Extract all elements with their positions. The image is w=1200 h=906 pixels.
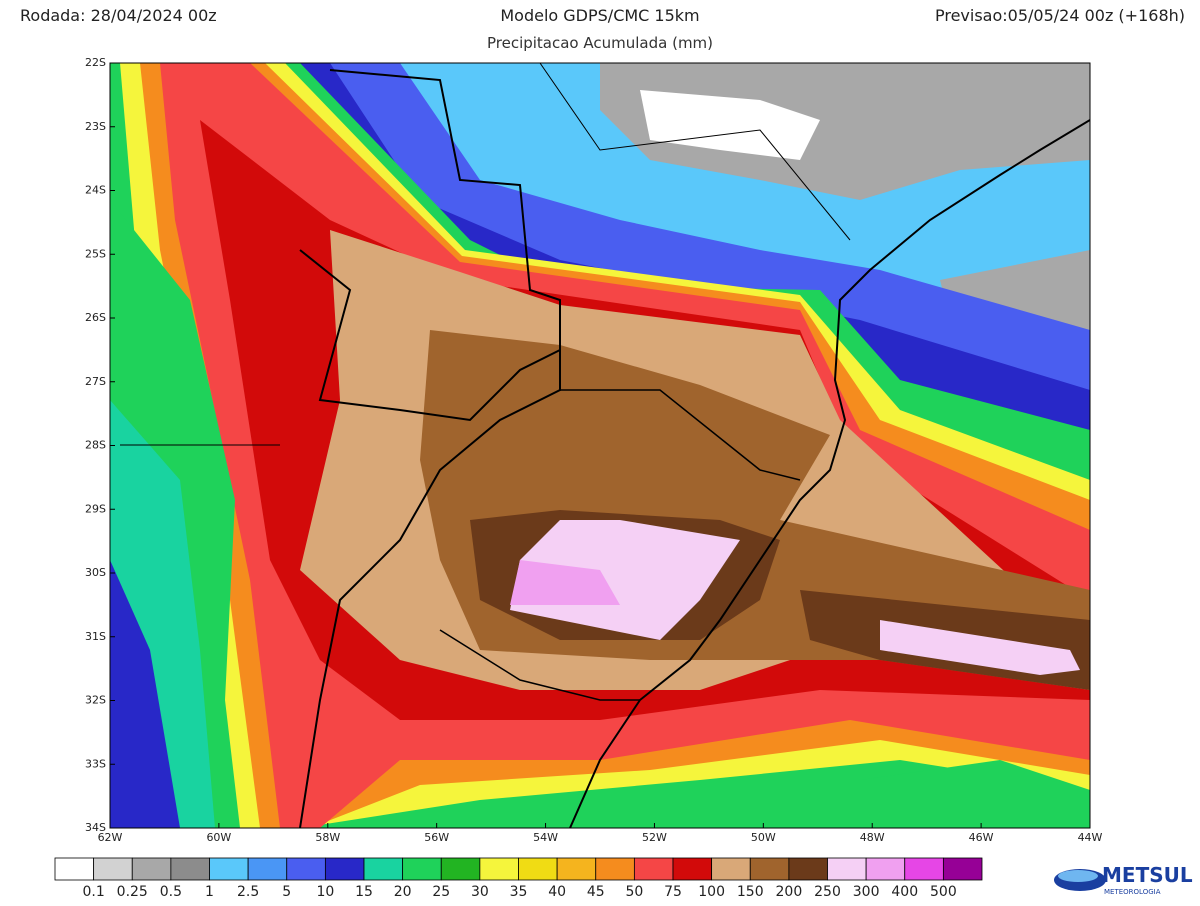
colorbar-swatch [595, 857, 635, 881]
colorbar-label: 30 [471, 884, 489, 900]
colorbar-swatch [711, 857, 751, 881]
lon-label: 44W [1078, 831, 1103, 844]
colorbar-swatch [942, 857, 983, 881]
lat-label: 28S [85, 439, 106, 452]
colorbar-swatch [633, 857, 674, 881]
colorbar-label: 500 [930, 884, 957, 900]
logo-name: METSUL [1102, 863, 1193, 887]
colorbar-swatch [363, 857, 404, 881]
lon-label: 50W [751, 831, 776, 844]
colorbar-label: 45 [587, 884, 605, 900]
lat-label: 22S [85, 56, 106, 69]
model-label: Modelo GDPS/CMC 15km [500, 6, 699, 25]
colorbar-label: 0.25 [117, 884, 148, 900]
lon-label: 46W [969, 831, 994, 844]
lon-label: 52W [642, 831, 667, 844]
colorbar-swatch [209, 857, 249, 881]
lon-label: 48W [860, 831, 885, 844]
lon-label: 60W [206, 831, 231, 844]
colorbar-label: 200 [776, 884, 803, 900]
colorbar-label: 75 [664, 884, 682, 900]
colorbar-label: 300 [853, 884, 880, 900]
forecast-label: Previsao:05/05/24 00z (+168h) [935, 6, 1185, 25]
lat-label: 30S [85, 566, 106, 579]
colorbar-swatch [54, 857, 95, 881]
colorbar-swatch [749, 857, 790, 881]
colorbar-label: 2.5 [237, 884, 259, 900]
lat-label: 27S [85, 375, 106, 388]
colorbar-label: 25 [432, 884, 450, 900]
precipitation-map [110, 63, 1090, 828]
lat-label: 32S [85, 694, 106, 707]
colorbar-swatch [865, 857, 906, 881]
lon-label: 56W [424, 831, 449, 844]
colorbar-label: 50 [625, 884, 643, 900]
colorbar-swatch [402, 857, 442, 881]
lon-label: 58W [315, 831, 340, 844]
colorbar-label: 35 [510, 884, 528, 900]
lat-label: 25S [85, 247, 106, 260]
lat-label: 26S [85, 311, 106, 324]
lat-label: 24S [85, 184, 106, 197]
lon-label: 54W [533, 831, 558, 844]
colorbar-swatch [556, 857, 597, 881]
colorbar-swatch [904, 857, 944, 881]
logo-tagline: METEOROLOGIA [1104, 888, 1161, 896]
colorbar-label: 1 [205, 884, 214, 900]
colorbar-swatch [788, 857, 828, 881]
colorbar-swatch [286, 857, 326, 881]
colorbar-label: 40 [548, 884, 566, 900]
variable-label: Precipitacao Acumulada (mm) [487, 34, 713, 52]
colorbar-label: 10 [316, 884, 334, 900]
lat-label: 34S [85, 821, 106, 834]
colorbar-label: 250 [814, 884, 841, 900]
lon-label: 62W [98, 831, 123, 844]
colorbar-swatch [827, 857, 867, 881]
colorbar-label: 150 [737, 884, 764, 900]
colorbar-label: 5 [282, 884, 291, 900]
colorbar-swatch [440, 857, 481, 881]
colorbar-label: 100 [698, 884, 725, 900]
colorbar-swatch [247, 857, 288, 881]
colorbar-label: 0.1 [82, 884, 104, 900]
logo: METSUL METEOROLOGIA [1054, 863, 1193, 896]
colorbar-label: 15 [355, 884, 373, 900]
colorbar-swatch [170, 857, 210, 881]
colorbar-swatch [479, 857, 519, 881]
lat-label: 31S [85, 630, 106, 643]
colorbar-label: 0.5 [160, 884, 182, 900]
colorbar-swatch [131, 857, 172, 881]
lat-label: 33S [85, 757, 106, 770]
run-label: Rodada: 28/04/2024 00z [20, 6, 217, 25]
colorbar-swatch [93, 857, 133, 881]
lat-label: 29S [85, 502, 106, 515]
colorbar-swatch [672, 857, 713, 881]
lat-label: 23S [85, 120, 106, 133]
colorbar-swatch [518, 857, 558, 881]
colorbar-swatch [324, 857, 365, 881]
colorbar-label: 20 [394, 884, 412, 900]
colorbar-label: 400 [891, 884, 918, 900]
